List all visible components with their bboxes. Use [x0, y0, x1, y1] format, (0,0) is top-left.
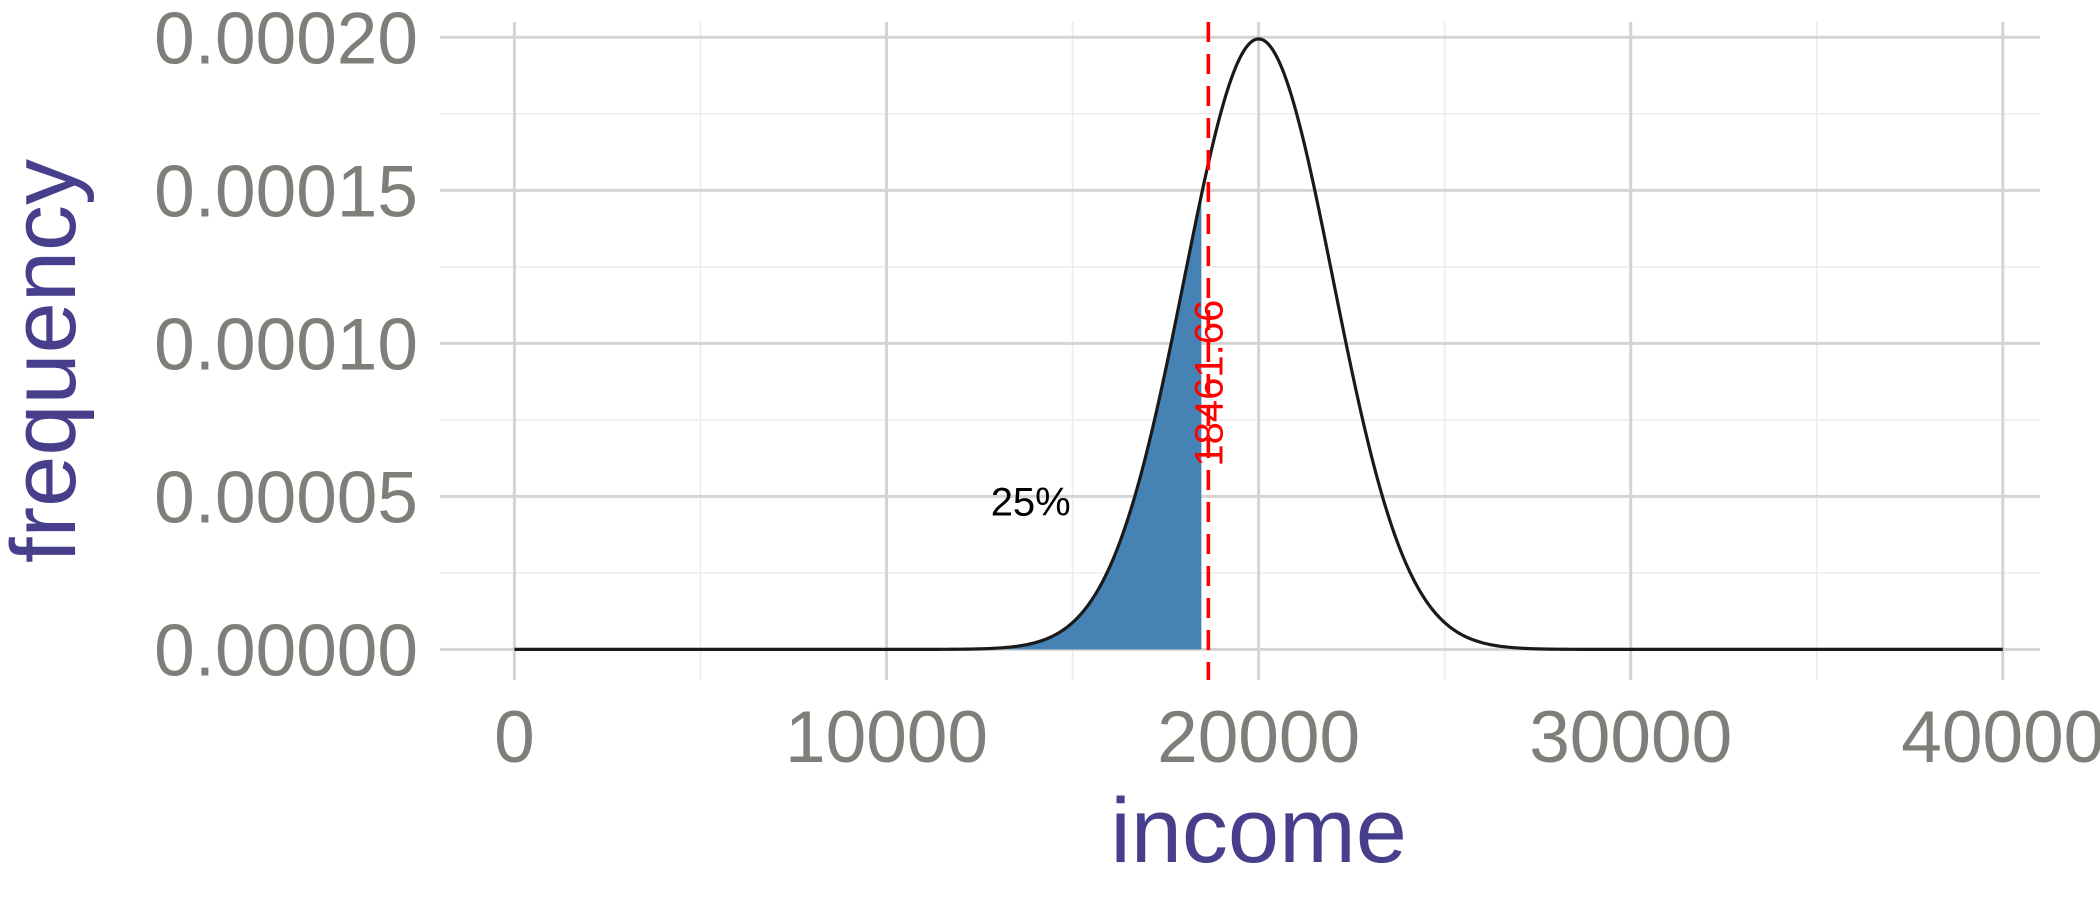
- y-tick-label: 0.00020: [154, 0, 418, 79]
- major-gridlines: [440, 22, 2040, 680]
- x-axis-ticks: 0 10000 20000 30000 40000: [494, 697, 2100, 778]
- y-tick-label: 0.00010: [154, 304, 418, 385]
- y-tick-label: 0.00005: [154, 457, 418, 538]
- y-tick-label: 0.00000: [154, 610, 418, 691]
- minor-gridlines: [440, 22, 2040, 680]
- shaded-quantile-area: [979, 195, 1202, 650]
- quantile-value-label: 18461.66: [1187, 300, 1231, 467]
- y-axis-title: frequency: [0, 159, 95, 563]
- x-tick-label: 40000: [1901, 697, 2100, 778]
- y-tick-label: 0.00015: [154, 151, 418, 232]
- density-curve: [514, 37, 2003, 651]
- shaded-percent-label: 25%: [991, 480, 1071, 524]
- y-axis-ticks: 0.00000 0.00005 0.00010 0.00015 0.00020: [154, 0, 418, 691]
- x-axis-title: income: [1110, 780, 1407, 882]
- x-tick-label: 30000: [1529, 697, 1732, 778]
- x-tick-label: 0: [494, 697, 535, 778]
- x-tick-label: 20000: [1157, 697, 1360, 778]
- x-tick-label: 10000: [785, 697, 988, 778]
